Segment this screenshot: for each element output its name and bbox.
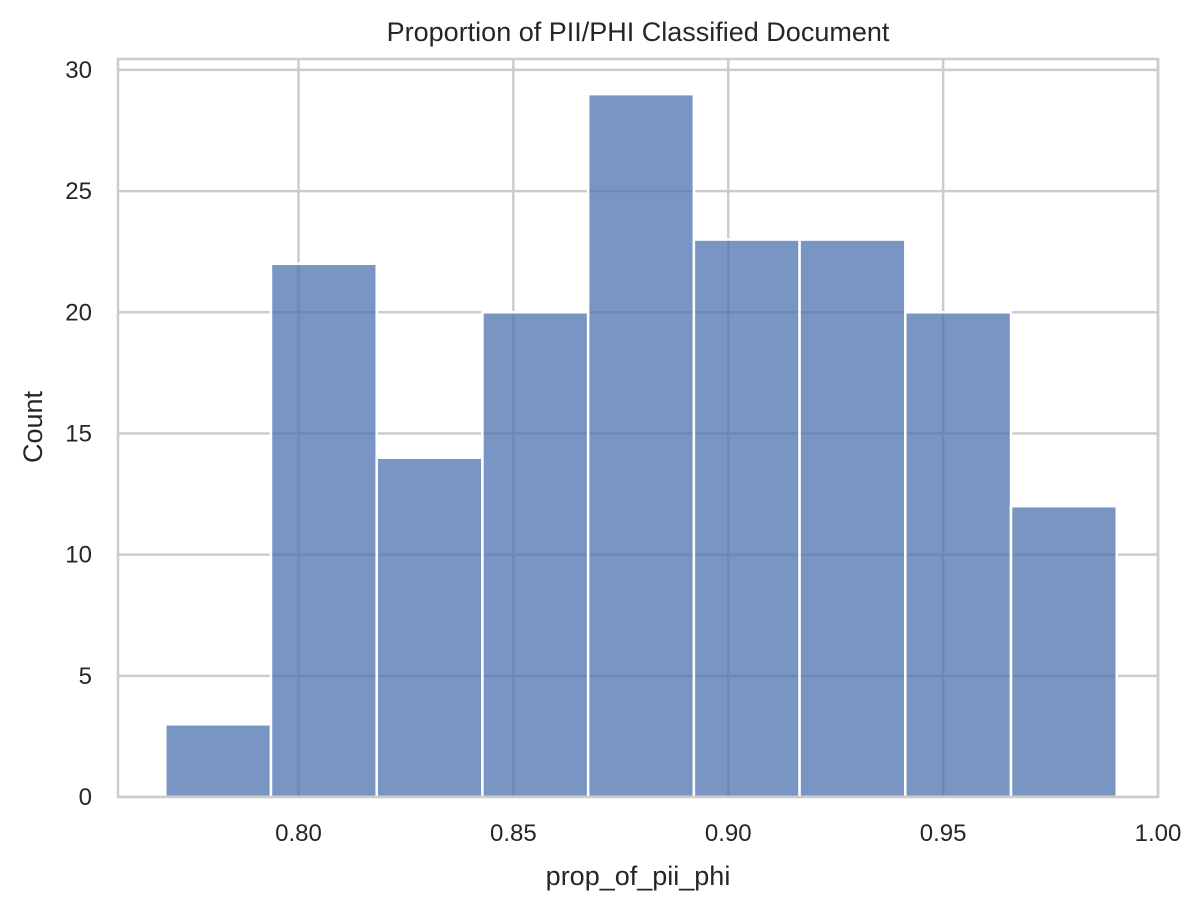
x-tick-label: 1.00 <box>1135 820 1182 847</box>
histogram-bar <box>586 92 696 799</box>
histogram-bar <box>164 723 273 799</box>
x-tick-label: 0.95 <box>920 820 967 847</box>
chart-title: Proportion of PII/PHI Classified Documen… <box>387 17 890 47</box>
y-tick-label: 10 <box>65 542 92 569</box>
x-tick-label: 0.90 <box>705 820 752 847</box>
x-axis-title: prop_of_pii_phi <box>546 861 731 891</box>
histogram-bar <box>692 238 801 799</box>
histogram-bar <box>375 456 484 799</box>
x-tick-label: 0.85 <box>490 820 537 847</box>
y-tick-label: 30 <box>65 57 92 84</box>
y-axis-title: Count <box>18 390 48 463</box>
plot-frame <box>116 57 1160 799</box>
histogram-bar <box>904 311 1013 799</box>
y-tick-label: 0 <box>79 784 92 811</box>
y-tick-label: 20 <box>65 299 92 326</box>
y-tick-labels: 0 5 10 15 20 25 30 <box>65 57 92 811</box>
histogram-bars <box>164 92 1118 799</box>
histogram-bar <box>481 311 590 799</box>
x-tick-labels: 0.80 0.85 0.90 0.95 1.00 <box>275 820 1181 847</box>
y-tick-label: 15 <box>65 420 92 447</box>
histogram-bar <box>798 238 907 799</box>
histogram-bar <box>1009 504 1118 799</box>
y-tick-label: 25 <box>65 178 92 205</box>
y-tick-label: 5 <box>79 663 92 690</box>
histogram-bar <box>269 262 378 799</box>
x-tick-label: 0.80 <box>275 820 322 847</box>
